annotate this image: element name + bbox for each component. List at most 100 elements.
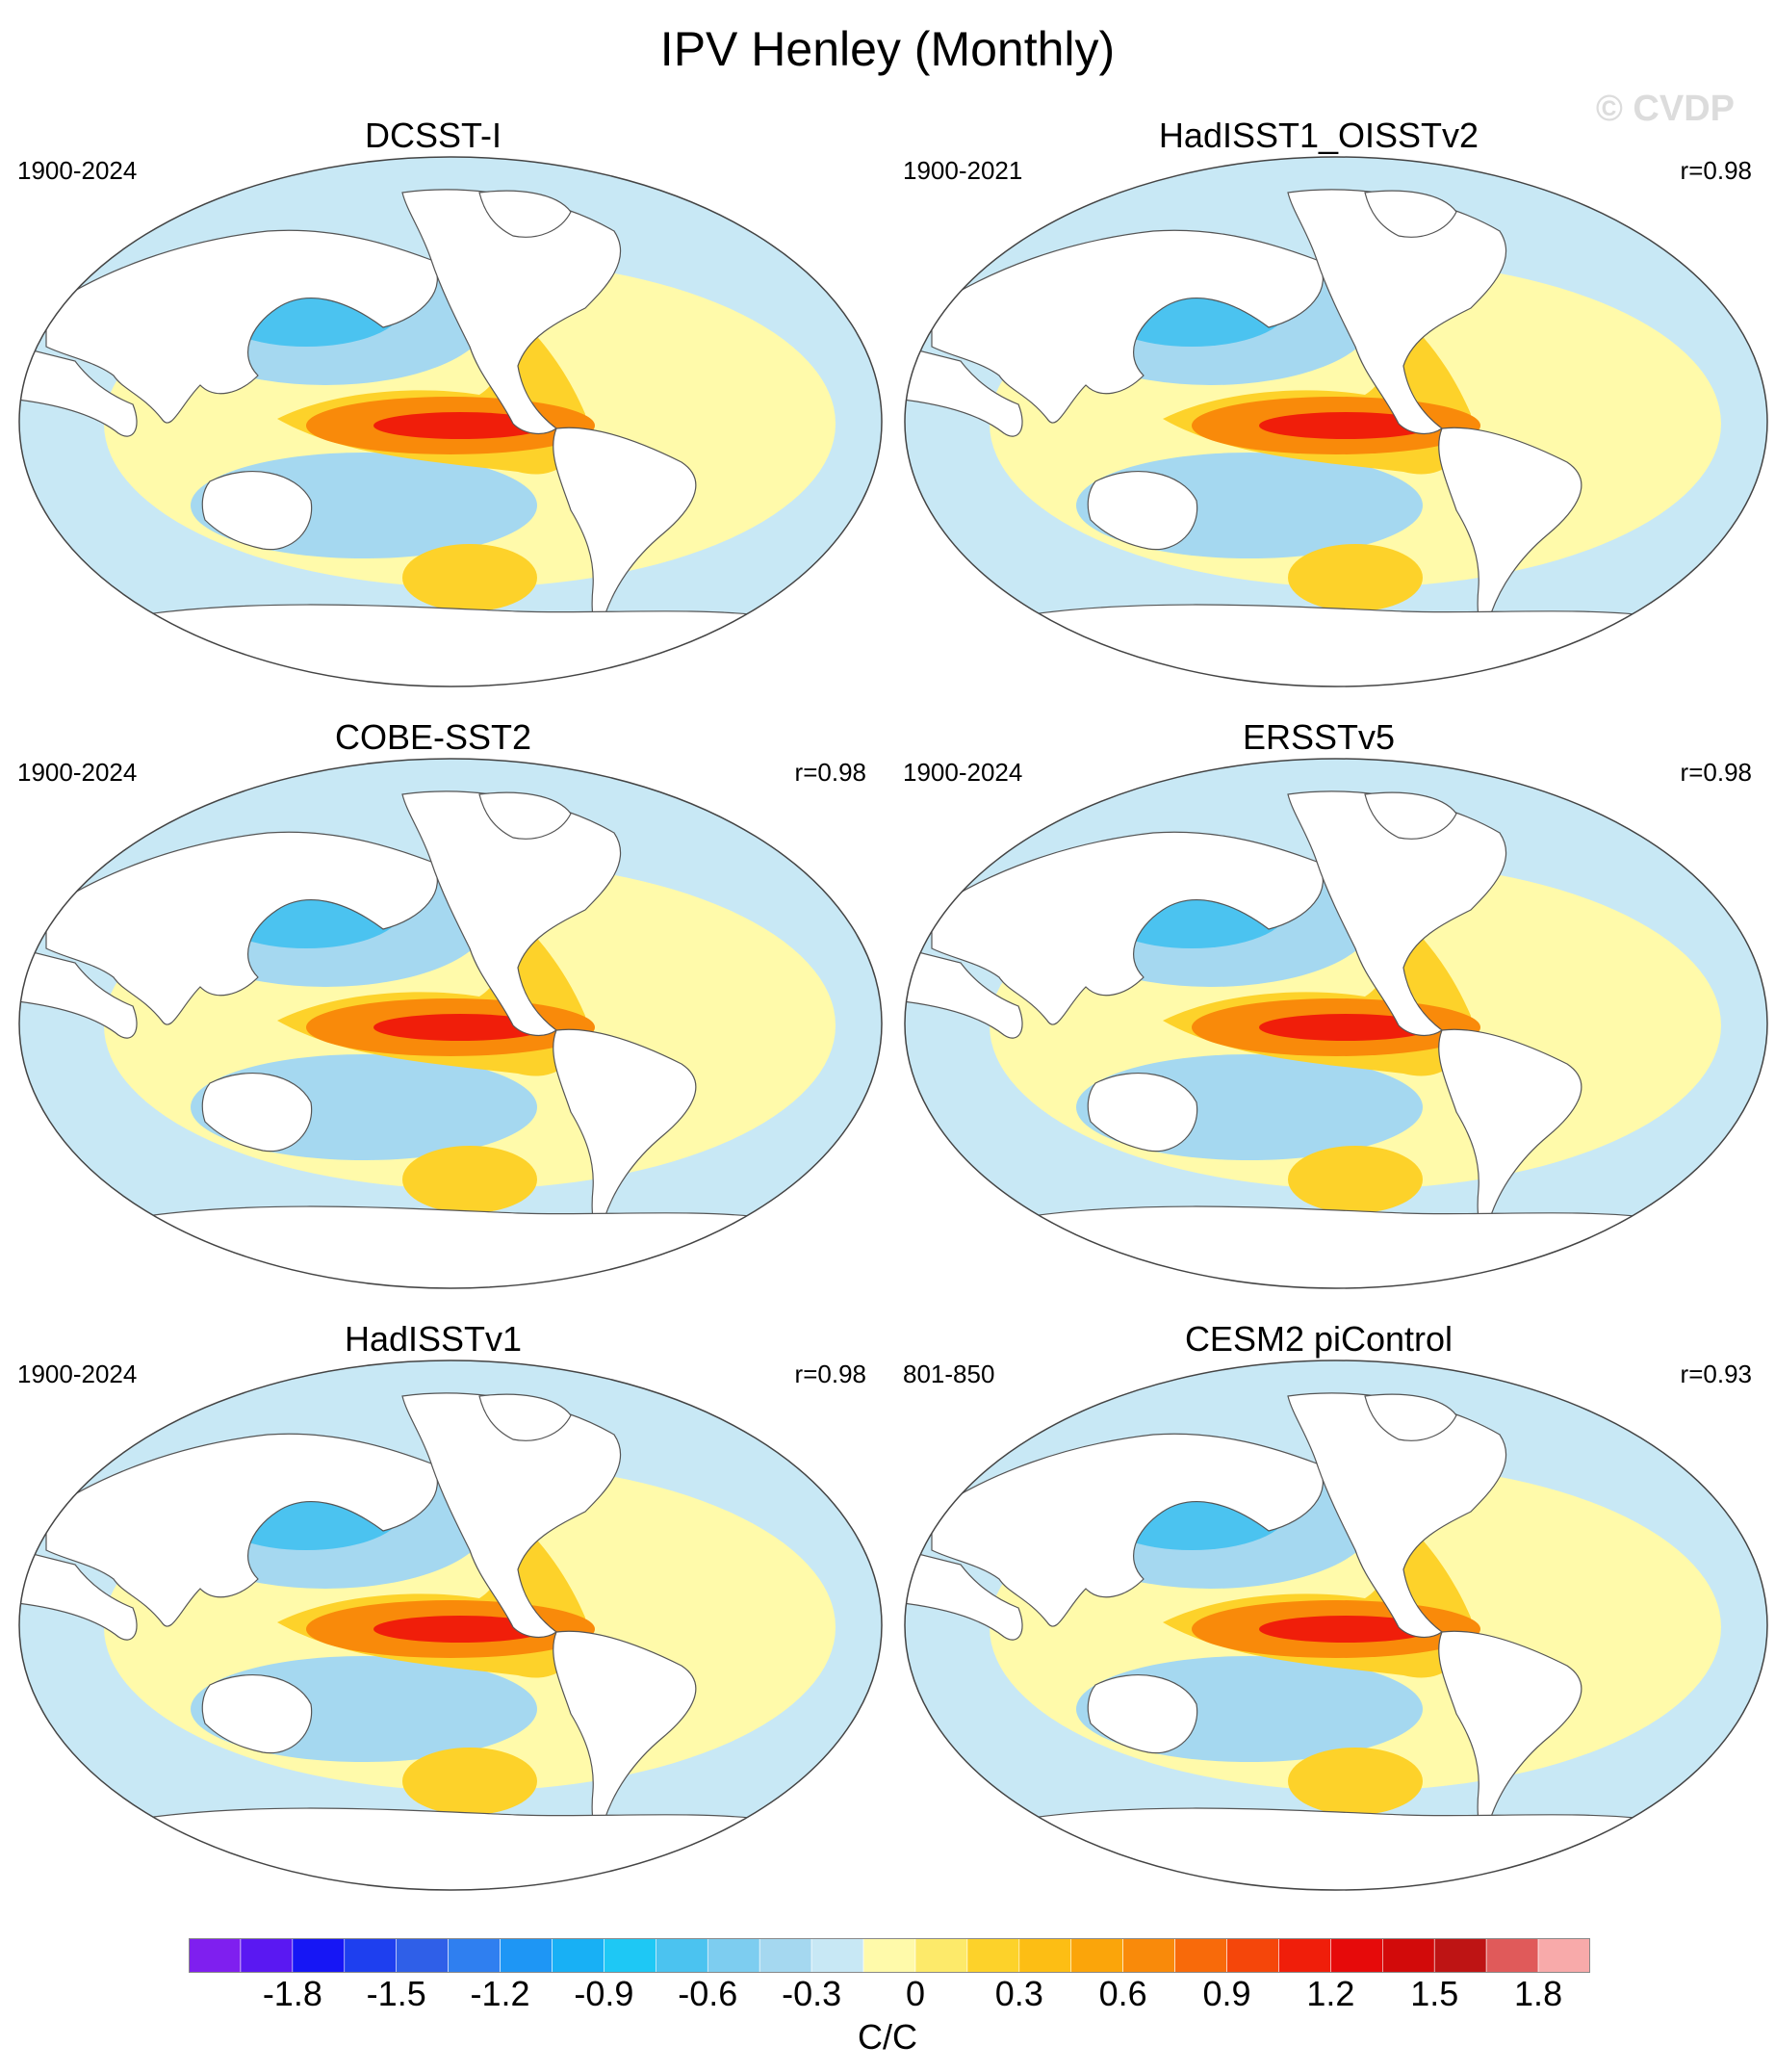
panel-correlation: r=0.93	[1680, 1360, 1752, 1388]
panel-correlation: r=0.98	[1680, 156, 1752, 185]
land-greenland	[478, 1393, 572, 1441]
land-south-america	[1438, 1028, 1582, 1229]
map-border	[904, 1360, 1768, 1891]
colorbar-swatch	[500, 1938, 553, 1973]
land-greenland	[1364, 791, 1457, 840]
colorbar-tick-label: 0.6	[1098, 1974, 1147, 2013]
colorbar	[189, 1938, 1590, 1973]
panel-correlation: r=0.98	[1680, 758, 1752, 787]
map-border	[18, 1360, 883, 1891]
colorbar-tick-label: -0.3	[782, 1974, 842, 2013]
land-australia	[201, 471, 313, 551]
colorbar-swatch	[1433, 1938, 1487, 1973]
panel-map	[903, 154, 1769, 693]
colorbar-swatch	[1330, 1938, 1383, 1973]
land-antarctica	[113, 1807, 788, 1890]
positive-mid-south-pacific	[402, 544, 537, 611]
land-greenland	[478, 190, 572, 238]
colorbar-outline	[189, 1938, 1590, 1973]
map-panel: DCSST-I 1900-2024	[0, 116, 883, 693]
map-svg	[904, 156, 1768, 687]
cvdp-watermark: © CVDP	[1595, 89, 1735, 129]
positive-peak-equatorial	[373, 412, 547, 439]
land-australia	[1087, 1073, 1198, 1153]
panel-map	[17, 154, 884, 693]
land-south-america	[553, 1028, 697, 1229]
colorbar-swatch	[966, 1938, 1020, 1973]
land-greenland	[1364, 190, 1457, 238]
colorbar-swatch	[240, 1938, 294, 1973]
land-north-america	[1287, 189, 1507, 435]
colorbar-swatch	[1537, 1938, 1590, 1973]
panel-title: HadISST1_OISSTv2	[1158, 116, 1479, 155]
land-asia-europe	[45, 1433, 438, 1627]
positive-mid-south-pacific	[1288, 1748, 1423, 1815]
land-asia-europe	[45, 831, 438, 1025]
colorbar-tick-label: 0.3	[994, 1974, 1043, 2013]
colorbar-swatch	[448, 1938, 501, 1973]
land-north-america	[1287, 1392, 1507, 1639]
map-svg	[904, 758, 1768, 1289]
panel-period: 801-850	[903, 1360, 995, 1388]
figure-title: IPV Henley (Monthly)	[659, 22, 1116, 76]
panel-period: 1900-2024	[17, 156, 138, 185]
land-australia	[201, 1073, 313, 1153]
positive-mid-south-pacific	[402, 1146, 537, 1213]
colorbar-swatch	[1018, 1938, 1072, 1973]
land-south-america	[1438, 427, 1582, 627]
land-antarctica	[998, 1807, 1674, 1890]
land-asia-europe	[931, 1433, 1324, 1627]
land-australia	[201, 1674, 313, 1754]
panel-period: 1900-2024	[903, 758, 1023, 787]
map-panel: HadISST1_OISSTv2 1900-2021 r=0.98	[886, 116, 1768, 693]
colorbar-swatch	[1381, 1938, 1435, 1973]
colorbar-swatch	[344, 1938, 398, 1973]
land-africa-india	[19, 947, 138, 1039]
panel-period: 1900-2024	[17, 1360, 138, 1388]
land-antarctica	[998, 604, 1674, 686]
positive-peak-equatorial	[1259, 412, 1432, 439]
colorbar-tick-label: 1.2	[1306, 1974, 1355, 2013]
positive-peak-equatorial	[1259, 1616, 1432, 1643]
land-north-america	[401, 189, 622, 435]
colorbar-tick-label: 0	[905, 1974, 925, 2013]
land-africa-india	[19, 1549, 138, 1641]
land-asia-europe	[931, 229, 1324, 424]
land-greenland	[478, 791, 572, 840]
land-australia	[1087, 471, 1198, 551]
panel-title: COBE-SST2	[334, 717, 532, 757]
colorbar-swatch	[189, 1938, 242, 1973]
colorbar-swatch	[1278, 1938, 1331, 1973]
land-africa-india	[905, 346, 1023, 437]
colorbar-swatch	[604, 1938, 656, 1973]
land-north-america	[1287, 790, 1507, 1037]
map-panel: ERSSTv5 1900-2024 r=0.98	[886, 717, 1768, 1295]
map-svg	[18, 758, 883, 1289]
land-australia	[1087, 1674, 1198, 1754]
positive-peak-equatorial	[1259, 1014, 1432, 1041]
map-border	[18, 758, 883, 1289]
land-antarctica	[113, 1205, 788, 1288]
positive-mid-south-pacific	[1288, 1146, 1423, 1213]
colorbar-swatch	[759, 1938, 812, 1973]
colorbar-swatch	[656, 1938, 708, 1973]
land-africa-india	[905, 1549, 1023, 1641]
land-antarctica	[998, 1205, 1674, 1288]
colorbar-swatch	[810, 1938, 864, 1973]
panel-title: DCSST-I	[364, 116, 502, 155]
land-north-america	[401, 790, 622, 1037]
land-africa-india	[19, 346, 138, 437]
panel-correlation: r=0.98	[794, 1360, 866, 1388]
land-africa-india	[905, 947, 1023, 1039]
colorbar-swatch	[292, 1938, 346, 1973]
land-north-america	[401, 1392, 622, 1639]
colorbar-swatch	[552, 1938, 605, 1973]
map-border	[18, 156, 883, 687]
colorbar-tick-label: 1.5	[1410, 1974, 1459, 2013]
land-south-america	[1438, 1630, 1582, 1830]
map-panel: HadISSTv1 1900-2024 r=0.98	[0, 1319, 883, 1897]
panel-map	[17, 1358, 884, 1897]
panel-map	[903, 1358, 1769, 1897]
colorbar-tick-label: 1.8	[1514, 1974, 1563, 2013]
colorbar-tick-label: 0.9	[1202, 1974, 1251, 2013]
